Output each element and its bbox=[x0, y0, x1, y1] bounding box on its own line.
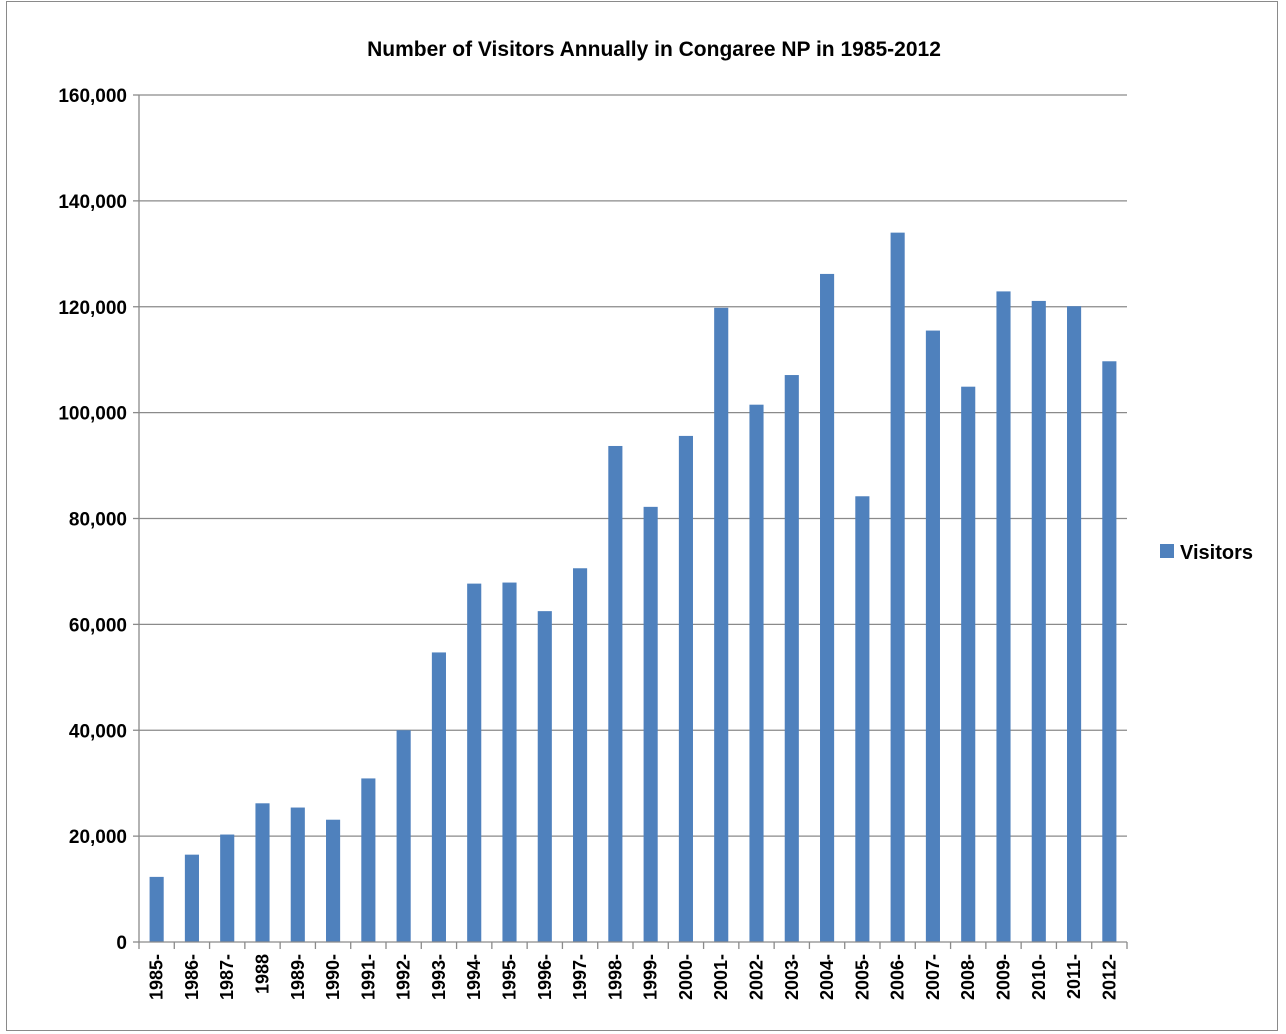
x-tick-label: 1991- bbox=[358, 954, 378, 1000]
x-tick-label: 2010- bbox=[1029, 954, 1049, 1000]
bar bbox=[855, 496, 870, 942]
bar bbox=[361, 778, 376, 942]
x-tick-label: 1992- bbox=[394, 954, 414, 1000]
x-tick-label: 2012- bbox=[1099, 954, 1119, 1000]
bar bbox=[643, 506, 658, 942]
y-tick-label: 40,000 bbox=[69, 721, 127, 742]
bar bbox=[1031, 300, 1046, 942]
bar bbox=[890, 232, 905, 942]
bar bbox=[184, 854, 199, 942]
x-tick-label: 1995- bbox=[500, 954, 520, 1000]
x-tick-label: 2011- bbox=[1064, 954, 1084, 999]
y-tick-label: 60,000 bbox=[69, 615, 127, 636]
bar bbox=[820, 273, 835, 943]
y-tick-label: 0 bbox=[116, 933, 127, 954]
x-axis-ticks: 1985- 1986- 1987- 1988 1989- 1990- 1991- 1992- 1… bbox=[138, 942, 1128, 1000]
x-tick-label: 1994- bbox=[464, 954, 484, 1000]
bar bbox=[149, 876, 164, 942]
x-tick-label: 1989- bbox=[288, 954, 308, 1000]
bar bbox=[467, 583, 482, 942]
legend-label: Visitors bbox=[1180, 542, 1253, 564]
bar-chart: Number of Visitors Annually in Congaree … bbox=[58, 38, 1253, 1000]
legend-swatch bbox=[1160, 544, 1174, 558]
x-tick-label: 1999- bbox=[641, 954, 661, 1000]
x-tick-label: 2008- bbox=[958, 954, 978, 1000]
x-tick-label: 1986- bbox=[182, 954, 202, 1000]
bar bbox=[714, 307, 729, 943]
bar bbox=[996, 291, 1011, 942]
x-tick-label: 2000- bbox=[676, 954, 696, 1000]
gridlines bbox=[139, 94, 1127, 837]
x-tick-label: 1996- bbox=[535, 954, 555, 1000]
x-tick-label: 2001- bbox=[711, 954, 731, 1000]
x-tick-label: 2009- bbox=[994, 954, 1014, 1000]
bar bbox=[573, 568, 588, 942]
bar bbox=[961, 386, 976, 942]
bar bbox=[396, 730, 411, 942]
y-tick-label: 140,000 bbox=[58, 192, 127, 213]
bar bbox=[290, 807, 305, 942]
bar bbox=[431, 652, 446, 942]
x-tick-label: 2006- bbox=[888, 954, 908, 1000]
bar bbox=[537, 611, 552, 942]
x-tick-label: 1997- bbox=[570, 954, 590, 1000]
x-tick-label: 1993- bbox=[429, 954, 449, 1000]
x-tick-label: 1988 bbox=[253, 954, 273, 994]
x-tick-label: 2005- bbox=[852, 954, 872, 1000]
y-tick-label: 120,000 bbox=[58, 298, 127, 319]
bar bbox=[1102, 361, 1117, 942]
x-tick-label: 1987- bbox=[217, 954, 237, 1000]
bar bbox=[502, 582, 517, 942]
bar bbox=[326, 819, 341, 942]
y-tick-label: 100,000 bbox=[58, 404, 127, 425]
bar bbox=[749, 404, 764, 942]
x-tick-label: 1990- bbox=[323, 954, 343, 1000]
bars bbox=[149, 232, 1117, 943]
bar bbox=[255, 803, 270, 942]
bar bbox=[925, 330, 940, 942]
y-tick-label: 80,000 bbox=[69, 510, 127, 531]
bar bbox=[608, 445, 623, 942]
x-tick-label: 2007- bbox=[923, 954, 943, 1000]
y-tick-label: 160,000 bbox=[58, 86, 127, 107]
chart-frame: Number of Visitors Annually in Congaree … bbox=[6, 1, 1278, 1031]
bar bbox=[678, 435, 693, 942]
x-tick-label: 2002- bbox=[747, 954, 767, 1000]
legend: Visitors bbox=[1160, 542, 1253, 564]
y-tick-label: 20,000 bbox=[69, 827, 127, 848]
x-tick-label: 2004- bbox=[817, 954, 837, 1000]
x-tick-label: 1998- bbox=[605, 954, 625, 1000]
x-tick-label: 1985- bbox=[147, 954, 167, 1000]
bar bbox=[220, 834, 235, 942]
chart-title: Number of Visitors Annually in Congaree … bbox=[367, 38, 941, 61]
y-axis-ticks: 0 20,000 40,000 60,000 80,000 100,000 120,000 1… bbox=[58, 86, 139, 954]
x-tick-label: 2003- bbox=[782, 954, 802, 1000]
bar bbox=[1067, 306, 1082, 943]
bar bbox=[784, 375, 799, 942]
